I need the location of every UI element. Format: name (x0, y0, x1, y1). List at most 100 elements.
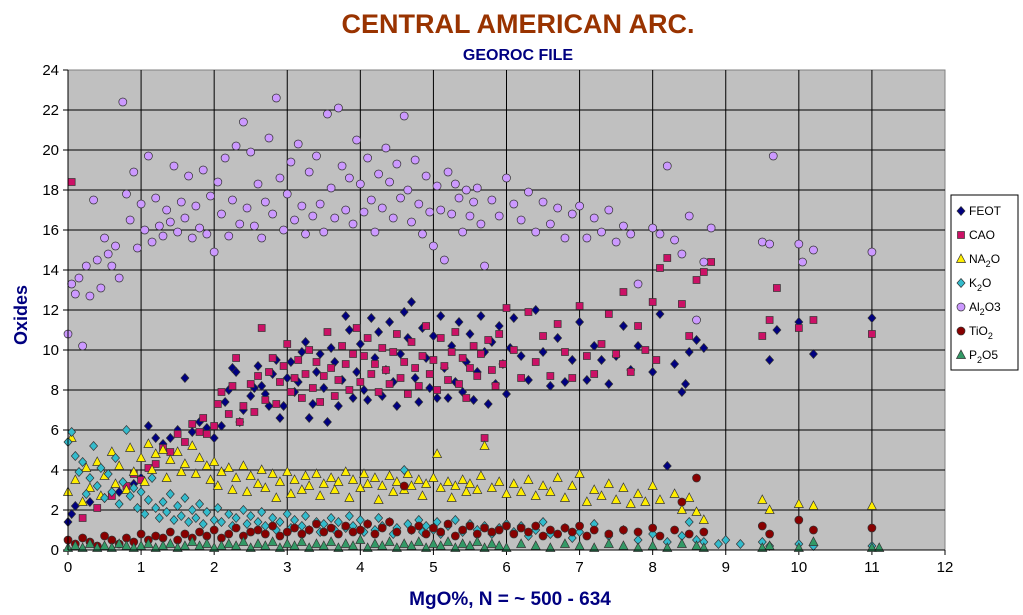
point-na2o (333, 476, 344, 486)
point-feot (275, 412, 285, 424)
point-tio2 (304, 525, 314, 535)
point-k2o (209, 514, 219, 526)
point-na2o (223, 462, 234, 472)
point-cao (283, 340, 292, 348)
point-al2o3 (239, 117, 248, 127)
point-feot (454, 316, 464, 328)
point-k2o (85, 472, 95, 484)
point-cao (773, 284, 781, 292)
point-al2o3 (198, 165, 208, 175)
point-al2o3 (140, 225, 150, 235)
point-na2o (311, 468, 322, 478)
point-p2o5 (442, 536, 454, 546)
point-cao (228, 382, 237, 390)
legend-item-p2o5: P2O5 (955, 348, 998, 365)
point-p2o5 (479, 542, 490, 552)
point-tio2 (319, 527, 329, 537)
point-al2o3 (611, 237, 621, 247)
point-al2o3 (567, 209, 577, 219)
point-feot (567, 354, 577, 366)
point-cao (290, 374, 299, 382)
point-p2o5 (545, 542, 556, 552)
point-k2o (100, 492, 110, 504)
point-na2o (559, 492, 571, 502)
point-na2o (417, 490, 428, 500)
point-al2o3 (103, 249, 113, 259)
point-p2o5 (340, 538, 351, 548)
point-feot (209, 432, 219, 444)
point-al2o3 (165, 217, 175, 227)
point-k2o (103, 468, 113, 480)
point-feot (469, 394, 479, 406)
point-na2o (698, 514, 709, 524)
point-tio2 (443, 519, 453, 529)
point-cao (469, 342, 478, 350)
point-p2o5 (874, 542, 885, 552)
point-na2o (358, 468, 370, 478)
legend-label: TiO2 (969, 324, 993, 341)
point-tio2 (509, 529, 519, 539)
point-na2o (618, 482, 629, 492)
point-cao (447, 348, 456, 356)
point-feot (633, 340, 643, 352)
point-feot (282, 372, 292, 384)
point-al2o3 (670, 235, 679, 245)
point-na2o (318, 478, 329, 488)
point-k2o (114, 498, 124, 510)
legend-item-k2o: K2O (956, 276, 991, 293)
point-feot (589, 340, 599, 352)
point-al2o3 (381, 143, 391, 153)
point-al2o3 (337, 161, 347, 171)
point-al2o3 (377, 203, 387, 213)
point-p2o5 (267, 536, 278, 546)
point-al2o3 (144, 151, 153, 161)
point-k2o (173, 500, 183, 512)
legend-marker-tio2 (956, 326, 966, 336)
point-al2o3 (619, 221, 628, 231)
point-cao (367, 370, 376, 378)
point-cao (418, 352, 427, 360)
point-al2o3 (271, 93, 281, 103)
point-cao (235, 418, 244, 426)
point-cao (374, 388, 383, 396)
point-k2o (74, 466, 84, 478)
point-cao (389, 348, 398, 356)
point-k2o (355, 514, 365, 526)
point-tio2 (341, 521, 351, 531)
point-feot (428, 330, 438, 342)
point-cao (477, 350, 485, 358)
point-k2o (176, 510, 186, 522)
point-na2o (428, 472, 439, 482)
point-na2o (106, 446, 117, 456)
point-cao (246, 380, 255, 388)
point-al2o3 (297, 201, 307, 211)
point-na2o (654, 494, 666, 504)
point-na2o (150, 448, 161, 458)
point-cao (524, 308, 533, 316)
point-p2o5 (326, 536, 337, 546)
point-na2o (212, 480, 223, 490)
point-cao (425, 370, 434, 378)
point-na2o (176, 466, 187, 476)
point-al2o3 (765, 239, 774, 249)
point-cao (279, 362, 288, 370)
point-tio2 (765, 529, 774, 539)
point-feot (253, 360, 263, 372)
x-tick-label: 5 (429, 559, 437, 576)
point-cao (199, 414, 208, 422)
point-feot (180, 372, 190, 384)
point-na2o (552, 472, 563, 482)
legend-marker-al2o3 (956, 302, 966, 312)
point-al2o3 (531, 227, 541, 237)
point-feot (114, 486, 124, 498)
point-cao (250, 408, 259, 416)
point-al2o3 (180, 213, 190, 223)
point-cao (181, 438, 189, 446)
point-cao (349, 350, 357, 358)
point-al2o3 (250, 221, 259, 231)
point-al2o3 (173, 227, 182, 237)
point-na2o (136, 452, 147, 462)
point-k2o (125, 490, 135, 502)
point-p2o5 (77, 542, 88, 552)
